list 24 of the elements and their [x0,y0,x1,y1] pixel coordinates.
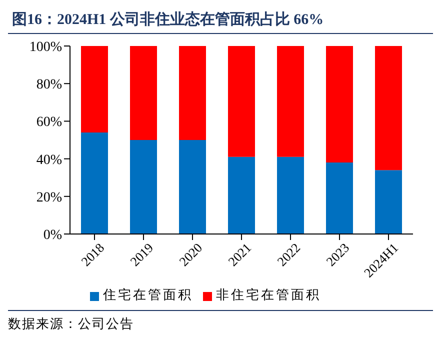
y-tick-label: 0% [43,228,62,243]
bar [228,46,255,157]
y-tick-label: 100% [29,40,62,55]
bar [179,140,206,234]
y-tick-label: 20% [36,190,62,206]
bar [179,46,206,140]
source-note: 数据来源：公司公告 [8,315,135,333]
chart-title: 图16：2024H1 公司非住业态在管面积占比 66% [8,8,433,34]
bar [81,132,108,234]
bar [375,170,402,234]
bar [326,162,353,234]
bar [228,156,255,234]
y-tick-label: 60% [36,115,62,130]
bar [326,46,353,163]
y-tick-label: 40% [36,152,62,168]
bar [130,46,157,140]
bar [130,140,157,234]
legend-label: 住宅在管面积 [103,287,193,302]
bar [81,46,108,132]
bar [277,156,304,234]
y-tick-label: 80% [36,78,62,93]
bar [375,46,402,170]
legend-label: 非住宅在管面积 [216,287,321,302]
bar [277,46,304,157]
